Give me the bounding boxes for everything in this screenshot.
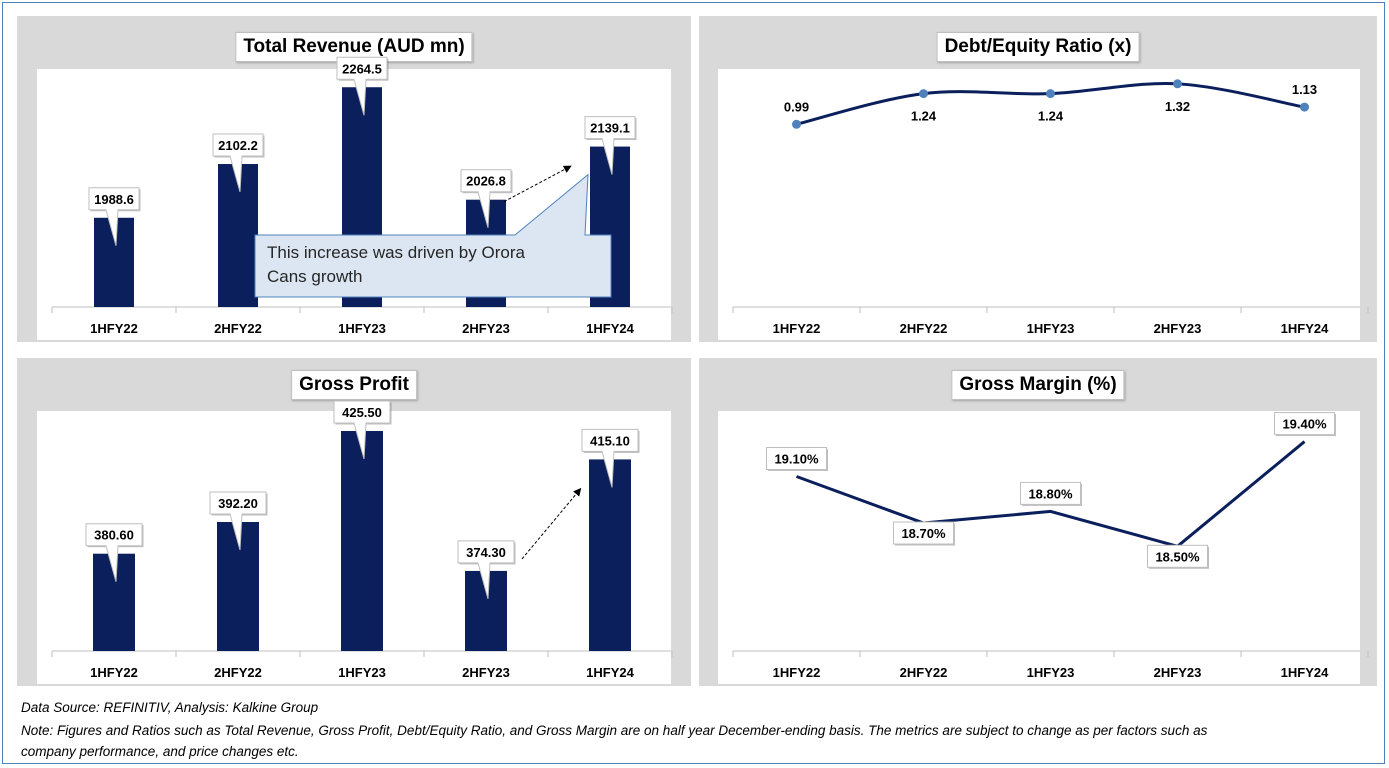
x-tick-label: 1HFY22 <box>773 665 821 680</box>
debt-equity-marker <box>919 89 928 99</box>
gross-profit-data-label: 380.60 <box>94 528 134 543</box>
x-tick-label: 2HFY23 <box>462 321 510 336</box>
revenue-data-label-box <box>88 187 140 246</box>
x-tick-label: 1HFY23 <box>338 321 386 336</box>
gross-profit-data-label: 392.20 <box>218 496 258 511</box>
gross-margin-panel: Gross Margin (%) 1HFY22 2HFY22 1HFY23 2HFY2… <box>699 358 1377 686</box>
gross-margin-label-box <box>1274 412 1335 436</box>
x-tick-label: 1HFY23 <box>1027 665 1075 680</box>
revenue-data-label-box <box>584 116 636 175</box>
data-source-note: Data Source: REFINITIV, Analysis: Kalkin… <box>21 700 319 715</box>
x-tick-label: 1HFY23 <box>1027 321 1075 336</box>
debt-equity-marker <box>1046 89 1055 99</box>
revenue-bar <box>218 164 258 307</box>
debt-equity-data-label: 1.24 <box>1038 109 1064 124</box>
gross-profit-data-label-box <box>333 400 391 460</box>
debt-equity-marker <box>792 119 801 129</box>
gross-margin-data-label: 19.10% <box>774 451 819 466</box>
revenue-panel: Total Revenue (AUD mn) 1HFY22 2HFY22 1HFY2… <box>17 16 691 342</box>
gross-profit-data-label: 374.30 <box>466 545 506 560</box>
footnote-line-1: Note: Figures and Ratios such as Total R… <box>21 723 1208 738</box>
trend-arrow <box>521 487 582 560</box>
gross-margin-plot-area: 1HFY22 2HFY22 1HFY23 2HFY23 1HFY24 19.10% 18.7… <box>718 411 1369 684</box>
debt-equity-data-label: 0.99 <box>784 99 809 114</box>
gross-margin-data-label: 18.80% <box>1028 486 1073 501</box>
gross-profit-data-label: 415.10 <box>590 433 630 448</box>
gross-margin-data-label: 18.50% <box>1155 549 1200 564</box>
x-tick-label: 2HFY22 <box>900 665 948 680</box>
trend-arrow <box>503 165 572 203</box>
gross-profit-data-label-box <box>457 540 515 600</box>
gross-margin-label-box <box>893 521 954 545</box>
revenue-data-label: 1988.6 <box>94 192 134 207</box>
revenue-data-label-box <box>336 56 388 116</box>
gross-margin-label-box <box>1147 544 1208 568</box>
x-tick-label: 1HFY24 <box>1281 321 1329 336</box>
gross-profit-panel: Gross Profit 1HFY22 2HFY22 1HFY23 2HFY23 1HF… <box>17 358 691 686</box>
debt-equity-data-label: 1.24 <box>911 109 937 124</box>
gross-profit-bar <box>341 431 383 651</box>
gross-profit-data-label-box <box>209 491 267 551</box>
revenue-data-label: 2102.2 <box>218 138 258 153</box>
x-tick-label: 1HFY24 <box>586 665 634 680</box>
x-tick-label: 2HFY22 <box>900 321 948 336</box>
x-tick-label: 1HFY22 <box>90 321 138 336</box>
footnote-line-2: company performance, and price changes e… <box>21 744 299 759</box>
annotation-box <box>254 173 612 298</box>
gross-profit-plot-area: 1HFY22 2HFY22 1HFY23 2HFY23 1HFY24 380.60 392.… <box>37 400 673 684</box>
gross-margin-chart: 1HFY22 2HFY22 1HFY23 2HFY23 1HFY24 19.10% 18.7… <box>732 412 1369 680</box>
gross-margin-data-label: 18.70% <box>901 526 946 541</box>
debt-equity-plot-area: 1HFY22 2HFY22 1HFY23 2HFY23 1HFY24 0.99 1.24 1.… <box>718 69 1369 340</box>
gross-margin-data-label: 19.40% <box>1282 417 1327 432</box>
gross-profit-chart-title: Gross Profit <box>291 370 417 400</box>
gross-margin-label-box <box>1020 481 1081 505</box>
gross-margin-label-box <box>766 446 827 470</box>
x-tick-label: 1HFY24 <box>586 321 634 336</box>
revenue-data-label: 2264.5 <box>342 61 382 76</box>
x-tick-label: 2HFY23 <box>462 665 510 680</box>
gross-profit-data-label: 425.50 <box>342 405 382 420</box>
gross-profit-chart: 1HFY22 2HFY22 1HFY23 2HFY23 1HFY24 380.60 392.… <box>51 400 673 680</box>
x-tick-label: 2HFY23 <box>1154 665 1202 680</box>
gross-profit-data-label-box <box>85 523 143 582</box>
x-tick-label: 1HFY24 <box>1281 665 1329 680</box>
x-tick-label: 1HFY23 <box>338 665 386 680</box>
debt-equity-chart-title: Debt/Equity Ratio (x) <box>936 32 1140 62</box>
debt-equity-chart: 1HFY22 2HFY22 1HFY23 2HFY23 1HFY24 0.99 1.24 1.… <box>732 79 1369 336</box>
debt-equity-marker <box>1173 79 1182 89</box>
debt-equity-data-label: 1.32 <box>1165 99 1190 114</box>
x-tick-label: 2HFY23 <box>1154 321 1202 336</box>
gross-profit-data-label-box <box>581 428 639 488</box>
x-tick-label: 2HFY22 <box>214 665 262 680</box>
revenue-data-label-box <box>460 169 512 228</box>
gross-margin-chart-title: Gross Margin (%) <box>951 370 1125 400</box>
x-tick-label: 1HFY22 <box>773 321 821 336</box>
debt-equity-panel: Debt/Equity Ratio (x) 1HFY22 2HFY22 1HFY23… <box>699 16 1377 342</box>
revenue-chart: 1HFY22 2HFY22 1HFY23 2HFY23 1HFY24 1988.6 2102… <box>51 56 673 336</box>
gross-profit-bar <box>589 459 631 651</box>
x-tick-label: 2HFY22 <box>214 321 262 336</box>
gross-margin-line <box>795 440 1306 548</box>
debt-equity-marker <box>1300 102 1309 112</box>
revenue-plot-area: 1HFY22 2HFY22 1HFY23 2HFY23 1HFY24 1988.6 2102… <box>37 56 673 340</box>
revenue-data-label-box <box>212 133 264 193</box>
annotation-text: This increase was driven by Orora Cans gr… <box>267 243 525 286</box>
debt-equity-data-label: 1.13 <box>1292 82 1317 97</box>
x-tick-label: 1HFY22 <box>90 665 138 680</box>
revenue-data-label: 2139.1 <box>590 121 630 136</box>
revenue-data-label: 2026.8 <box>466 174 506 189</box>
